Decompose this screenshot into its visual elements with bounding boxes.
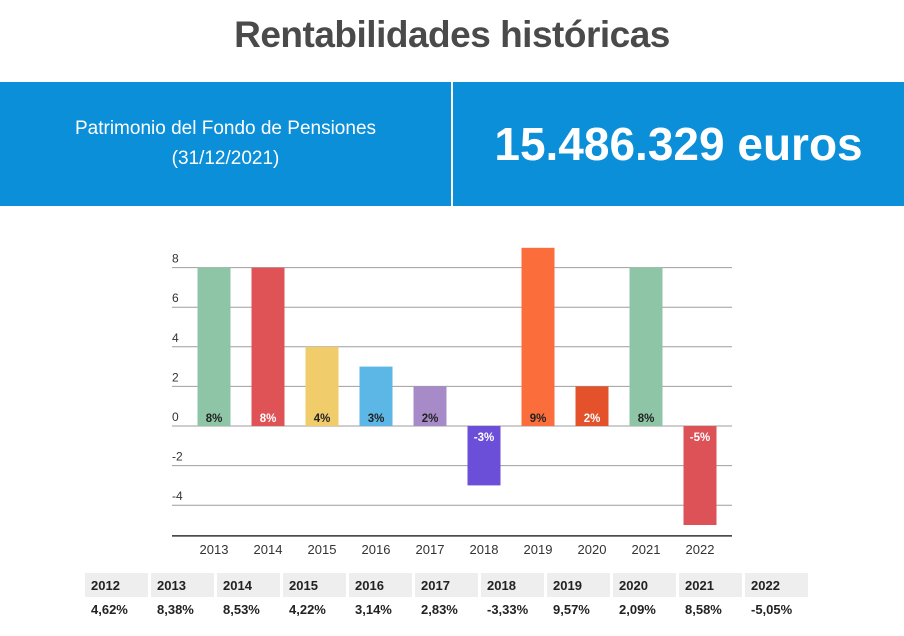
- x-tick-label: 2017: [416, 542, 445, 557]
- bar-data-label: 4%: [314, 413, 331, 425]
- table-year-cell: 2017: [412, 573, 480, 597]
- bar-2013: [197, 267, 231, 426]
- bar-data-label: 8%: [638, 413, 655, 425]
- table-return-cell: 4,62%: [82, 597, 150, 621]
- returns-table: 2012 2013 2014 2015 2016 2017 2018 2019 2020 2021…: [82, 573, 808, 621]
- table-return-cell: 3,14%: [346, 597, 414, 621]
- bar-2014: [251, 267, 285, 426]
- x-tick-label: 2020: [578, 542, 607, 557]
- fund-assets-banner: Patrimonio del Fondo de Pensiones (31/12…: [0, 82, 904, 206]
- bar-2018: [467, 426, 501, 486]
- y-tick-label: 2: [172, 370, 179, 384]
- table-year-cell: 2018: [478, 573, 546, 597]
- bar-data-label: 2%: [422, 413, 439, 425]
- table-return-cell: 8,53%: [214, 597, 282, 621]
- table-year-cell: 2019: [544, 573, 612, 597]
- table-return-cell: 2,09%: [610, 597, 678, 621]
- fund-assets-label-line1: Patrimonio del Fondo de Pensiones: [74, 118, 377, 139]
- table-year-cell: 2020: [610, 573, 678, 597]
- table-return-cell: 2,83%: [412, 597, 480, 621]
- bar-data-label: 9%: [530, 413, 547, 425]
- bar-2017: [413, 386, 447, 426]
- table-year-cell: 2015: [280, 573, 348, 597]
- y-tick-label: 0: [172, 410, 179, 424]
- bar-2019: [521, 247, 555, 426]
- table-return-cell: -5,05%: [742, 597, 808, 621]
- x-tick-label: 2018: [470, 542, 499, 557]
- fund-assets-label: Patrimonio del Fondo de Pensiones (31/12…: [0, 82, 453, 206]
- y-tick-label: -2: [172, 450, 183, 464]
- bar-data-label: 8%: [260, 413, 277, 425]
- table-year-cell: 2012: [82, 573, 150, 597]
- fund-assets-date: (31/12/2021): [171, 148, 280, 169]
- fund-assets-value: 15.486.329 euros: [494, 118, 863, 170]
- table-return-cell: 9,57%: [544, 597, 612, 621]
- table-year-cell: 2021: [676, 573, 744, 597]
- bar-2016: [359, 366, 393, 426]
- y-tick-label: 8: [172, 252, 179, 266]
- table-year-cell: 2014: [214, 573, 282, 597]
- bar-data-label: 3%: [368, 413, 385, 425]
- returns-table-header-row: 2012 2013 2014 2015 2016 2017 2018 2019 2020 2021…: [82, 573, 808, 597]
- returns-bar-chart: 8 6 4 2 0 -2 -4 8% 2013 8% 2014 4% 2015 3% 2016 2% 2017 -…: [172, 247, 732, 557]
- table-year-cell: 2022: [742, 573, 808, 597]
- table-year-cell: 2016: [346, 573, 414, 597]
- table-return-cell: 4,22%: [280, 597, 348, 621]
- y-tick-label: -4: [172, 489, 183, 503]
- bar-2015: [305, 346, 339, 426]
- table-return-cell: 8,58%: [676, 597, 744, 621]
- bar-2022: [683, 426, 717, 525]
- bar-data-label: -3%: [474, 432, 494, 444]
- x-tick-label: 2014: [254, 542, 283, 557]
- y-tick-label: 6: [172, 291, 179, 305]
- x-tick-label: 2021: [632, 542, 661, 557]
- x-tick-label: 2013: [200, 542, 229, 557]
- y-tick-label: 4: [172, 331, 179, 345]
- x-tick-label: 2022: [686, 542, 715, 557]
- bar-data-label: -5%: [690, 432, 710, 444]
- x-tick-label: 2016: [362, 542, 391, 557]
- bar-data-label: 2%: [584, 413, 601, 425]
- x-tick-label: 2015: [308, 542, 337, 557]
- page-title: Rentabilidades históricas: [234, 14, 670, 55]
- returns-table-values-row: 4,62% 8,38% 8,53% 4,22% 3,14% 2,83% -3,33% 9,57…: [82, 597, 808, 621]
- bar-2021: [629, 267, 663, 426]
- table-year-cell: 2013: [148, 573, 216, 597]
- table-return-cell: 8,38%: [148, 597, 216, 621]
- table-return-cell: -3,33%: [478, 597, 546, 621]
- x-tick-label: 2019: [524, 542, 553, 557]
- bar-data-label: 8%: [206, 413, 223, 425]
- bar-2020: [575, 386, 609, 426]
